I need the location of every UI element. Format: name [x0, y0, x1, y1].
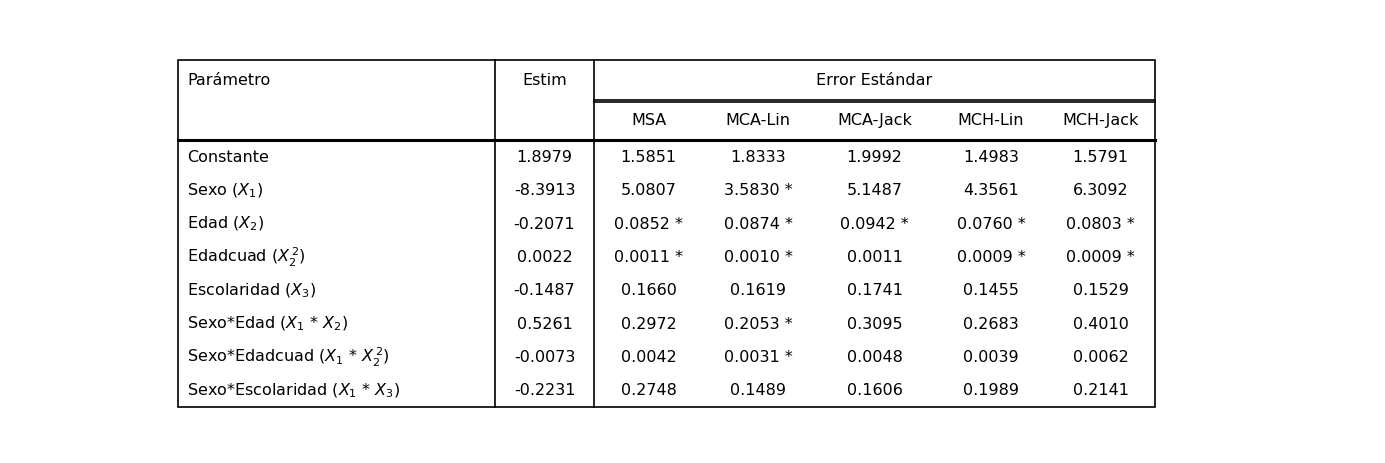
Text: 0.2053 *: 0.2053 * [724, 316, 792, 331]
Text: 1.9992: 1.9992 [846, 150, 903, 164]
Text: Constante: Constante [187, 150, 269, 164]
Text: 0.2972: 0.2972 [620, 316, 676, 331]
Text: 0.3095: 0.3095 [846, 316, 903, 331]
Text: 0.0874 *: 0.0874 * [724, 216, 792, 231]
Text: MCA-Lin: MCA-Lin [726, 113, 791, 128]
Text: 0.1455: 0.1455 [963, 283, 1019, 298]
Text: 0.0011 *: 0.0011 * [614, 250, 683, 264]
Text: 4.3561: 4.3561 [963, 183, 1019, 198]
Text: 0.0803 *: 0.0803 * [1066, 216, 1134, 231]
Text: 0.2748: 0.2748 [620, 382, 676, 398]
Text: -0.1487: -0.1487 [514, 283, 575, 298]
Text: Edad ($\mathit{X}_2$): Edad ($\mathit{X}_2$) [187, 214, 265, 233]
Text: 0.0009 *: 0.0009 * [1066, 250, 1134, 264]
Text: 3.5830 *: 3.5830 * [724, 183, 792, 198]
Text: 6.3092: 6.3092 [1073, 183, 1129, 198]
Text: MSA: MSA [632, 113, 666, 128]
Text: 0.0022: 0.0022 [517, 250, 572, 264]
Text: Sexo ($\mathit{X}_1$): Sexo ($\mathit{X}_1$) [187, 181, 263, 200]
Text: 1.4983: 1.4983 [963, 150, 1019, 164]
Text: Sexo*Edad ($\mathit{X}_1$ * $\mathit{X}_2$): Sexo*Edad ($\mathit{X}_1$ * $\mathit{X}_… [187, 314, 348, 333]
Text: Sexo*Edadcuad ($\mathit{X}_1$ * $\mathit{X}_2^{\,2}$): Sexo*Edadcuad ($\mathit{X}_1$ * $\mathit… [187, 345, 391, 369]
Text: 0.1741: 0.1741 [846, 283, 903, 298]
Text: Escolaridad ($\mathit{X}_3$): Escolaridad ($\mathit{X}_3$) [187, 281, 316, 300]
Text: 0.0010 *: 0.0010 * [724, 250, 792, 264]
Text: -0.2071: -0.2071 [514, 216, 575, 231]
Text: 1.8333: 1.8333 [730, 150, 785, 164]
Text: 0.0942 *: 0.0942 * [841, 216, 909, 231]
Text: 0.0009 *: 0.0009 * [957, 250, 1025, 264]
Text: 0.4010: 0.4010 [1072, 316, 1129, 331]
Text: Edadcuad ($\mathit{X}_2^{\,2}$): Edadcuad ($\mathit{X}_2^{\,2}$) [187, 245, 306, 269]
Text: 0.0062: 0.0062 [1072, 349, 1129, 364]
Text: 0.5261: 0.5261 [517, 316, 572, 331]
Text: 0.0031 *: 0.0031 * [724, 349, 792, 364]
Text: -0.2231: -0.2231 [514, 382, 575, 398]
Text: 1.5791: 1.5791 [1072, 150, 1129, 164]
Text: Parámetro: Parámetro [187, 73, 270, 88]
Text: 0.0852 *: 0.0852 * [614, 216, 683, 231]
Text: -0.0073: -0.0073 [514, 349, 575, 364]
Text: 5.1487: 5.1487 [846, 183, 903, 198]
Text: 0.1989: 0.1989 [963, 382, 1019, 398]
Text: 1.5851: 1.5851 [620, 150, 677, 164]
Text: MCH-Jack: MCH-Jack [1062, 113, 1138, 128]
Text: 0.1660: 0.1660 [620, 283, 676, 298]
Text: 0.1529: 0.1529 [1072, 283, 1129, 298]
Text: 0.1606: 0.1606 [846, 382, 903, 398]
Text: 0.0039: 0.0039 [963, 349, 1019, 364]
Text: Sexo*Escolaridad ($\mathit{X}_1$ * $\mathit{X}_3$): Sexo*Escolaridad ($\mathit{X}_1$ * $\mat… [187, 381, 400, 399]
Text: MCH-Lin: MCH-Lin [958, 113, 1025, 128]
Text: MCA-Jack: MCA-Jack [837, 113, 911, 128]
Text: 0.1489: 0.1489 [730, 382, 787, 398]
Text: 0.1619: 0.1619 [730, 283, 787, 298]
Text: 0.2683: 0.2683 [963, 316, 1019, 331]
Text: Estim: Estim [522, 73, 566, 88]
Text: 0.0048: 0.0048 [846, 349, 903, 364]
Text: Error Estándar: Error Estándar [816, 73, 932, 88]
Text: 1.8979: 1.8979 [517, 150, 572, 164]
Text: 0.2141: 0.2141 [1072, 382, 1129, 398]
Text: -8.3913: -8.3913 [514, 183, 575, 198]
Text: 0.0011: 0.0011 [846, 250, 903, 264]
Text: 5.0807: 5.0807 [620, 183, 676, 198]
Text: 0.0042: 0.0042 [620, 349, 676, 364]
Text: 0.0760 *: 0.0760 * [957, 216, 1025, 231]
